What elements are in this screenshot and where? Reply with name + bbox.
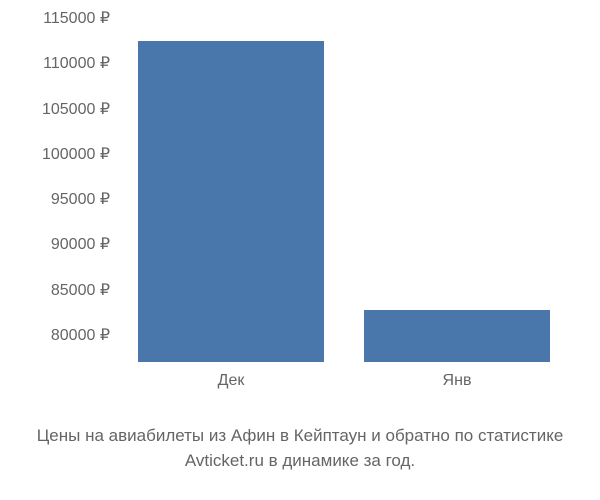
plot-area <box>118 18 570 362</box>
y-tick-label: 100000 ₽ <box>42 144 110 164</box>
y-tick-label: 105000 ₽ <box>42 99 110 119</box>
y-tick-label: 115000 ₽ <box>43 8 110 28</box>
y-tick-label: 85000 ₽ <box>51 280 110 300</box>
x-axis: Дек Янв <box>118 368 570 398</box>
bar <box>138 41 323 362</box>
y-tick-label: 90000 ₽ <box>51 234 110 254</box>
y-axis: 80000 ₽ 85000 ₽ 90000 ₽ 95000 ₽ 100000 ₽ 1050… <box>0 18 118 362</box>
y-tick-label: 80000 ₽ <box>51 325 110 345</box>
chart-caption: Цены на авиабилеты из Афин в Кейптаун и … <box>0 424 600 473</box>
y-tick-label: 95000 ₽ <box>51 189 110 209</box>
x-tick-label: Янв <box>443 372 472 390</box>
x-tick-label: Дек <box>218 372 245 390</box>
y-tick-label: 110000 ₽ <box>43 53 110 73</box>
bar <box>364 310 549 363</box>
chart-container: 80000 ₽ 85000 ₽ 90000 ₽ 95000 ₽ 100000 ₽ 1050… <box>0 0 600 420</box>
